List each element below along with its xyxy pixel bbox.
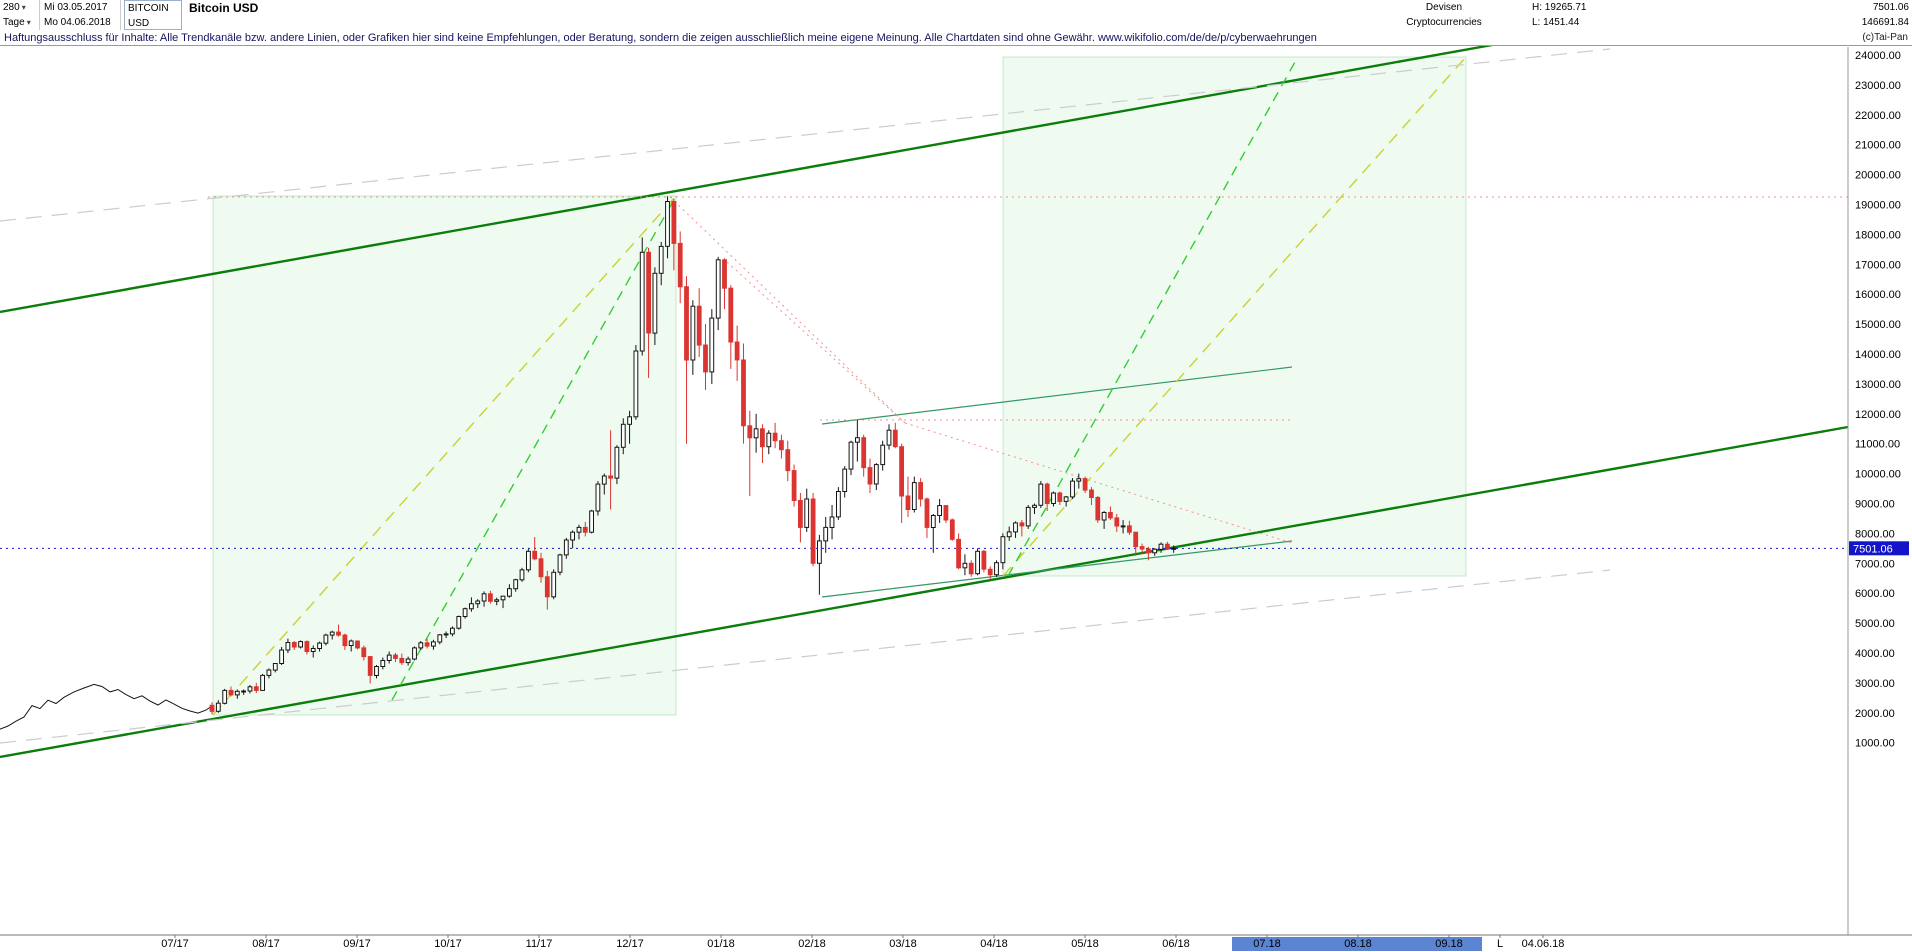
- bars-count-selector[interactable]: 280 ▾: [3, 0, 39, 15]
- price-axis: 24000.00 23000.00 22000.00 21000.00 20000.00…: [1855, 50, 1901, 750]
- category-name: Cryptocurrencies: [1406, 17, 1482, 28]
- time-tick-label: 04.06.18: [1522, 938, 1565, 950]
- gray-channel-lower: [0, 569, 1611, 744]
- time-tick-label: 12/17: [616, 938, 644, 950]
- trend-lines: [0, 38, 1849, 759]
- time-tick-label: 03/18: [889, 938, 917, 950]
- chart-header: 280 ▾ Tage ▾ Mi 03.05.2017 Mo 04.06.2018 B…: [0, 0, 1912, 31]
- projection-boxes: [212, 56, 1467, 716]
- copyright-label: (c)Tai-Pan: [1862, 32, 1908, 43]
- peak-to-mar-high-dotted: [669, 196, 906, 424]
- time-tick-label: 06/18: [1162, 938, 1190, 950]
- bars-count-value[interactable]: 280: [3, 2, 20, 13]
- svg-text:11000.00: 11000.00: [1855, 439, 1900, 451]
- category-type: Devisen: [1425, 2, 1463, 13]
- svg-text:10000.00: 10000.00: [1855, 469, 1901, 481]
- time-tick-label: 04/18: [980, 938, 1008, 950]
- svg-text:3000.00: 3000.00: [1855, 678, 1895, 690]
- period-high: H: 19265.71: [1532, 2, 1587, 13]
- date-range: Mi 03.05.2017 Mo 04.06.2018: [40, 0, 121, 30]
- time-tick-label: 08/17: [252, 938, 280, 950]
- steep-trend-2017: [391, 195, 677, 701]
- time-tick-label: 07/17: [161, 938, 189, 950]
- time-tick-label: 09/17: [343, 938, 371, 950]
- svg-text:4000.00: 4000.00: [1855, 648, 1895, 660]
- svg-text:15000.00: 15000.00: [1855, 319, 1901, 331]
- time-tick-label: 09.18: [1435, 938, 1463, 950]
- timeframe-selector[interactable]: Tage ▾: [3, 15, 39, 30]
- svg-text:18000.00: 18000.00: [1855, 229, 1901, 241]
- svg-text:9000.00: 9000.00: [1855, 499, 1895, 511]
- svg-text:1000.00: 1000.00: [1855, 738, 1895, 750]
- time-tick-label: 08.18: [1344, 938, 1372, 950]
- svg-text:24000.00: 24000.00: [1855, 50, 1901, 62]
- disclaimer-bar: Haftungsausschluss für Inhalte: Alle Tre…: [0, 30, 1912, 46]
- svg-text:12000.00: 12000.00: [1855, 409, 1901, 421]
- trend-channel-upper: [0, 38, 1521, 314]
- svg-text:16000.00: 16000.00: [1855, 289, 1901, 301]
- steep-trend-projection: [1007, 61, 1296, 577]
- high-low-block: H: 19265.71 L: 1451.44: [1532, 0, 1587, 30]
- last-price-block: 7501.06 146691.84: [1862, 0, 1909, 30]
- time-tick-label: 01/18: [707, 938, 735, 950]
- date-from: Mi 03.05.2017: [44, 2, 108, 13]
- chevron-down-icon: ▾: [26, 18, 31, 27]
- resistance-line: [821, 366, 1293, 425]
- chevron-down-icon: ▾: [21, 3, 26, 12]
- rally-diagonal-projection: [1002, 56, 1467, 577]
- volume-value: 146691.84: [1861, 17, 1909, 28]
- svg-text:13000.00: 13000.00: [1855, 379, 1901, 391]
- symbol-currency: USD: [128, 18, 150, 29]
- svg-text:21000.00: 21000.00: [1855, 140, 1901, 152]
- time-tick-label: 11/17: [526, 938, 553, 950]
- pre-history-line: [0, 683, 213, 730]
- mar-high-extension-dotted: [904, 422, 1293, 544]
- svg-text:20000.00: 20000.00: [1855, 170, 1901, 182]
- svg-text:2000.00: 2000.00: [1855, 708, 1895, 720]
- symbol-box: BITCOIN USD: [124, 0, 182, 30]
- support-line: [821, 540, 1293, 598]
- time-tick-label: 05/18: [1071, 938, 1099, 950]
- svg-text:5000.00: 5000.00: [1855, 618, 1895, 630]
- period-low: L: 1451.44: [1532, 17, 1580, 28]
- current-price-tag: [1849, 541, 1909, 556]
- svg-text:8000.00: 8000.00: [1855, 528, 1895, 540]
- svg-text:17000.00: 17000.00: [1855, 259, 1901, 271]
- trend-channel-lower: [0, 425, 1849, 759]
- svg-text:19000.00: 19000.00: [1855, 200, 1901, 212]
- jan-high-to-mar-high-dotted: [726, 261, 906, 424]
- time-tick-label: 07.18: [1253, 938, 1281, 950]
- svg-text:14000.00: 14000.00: [1855, 349, 1901, 361]
- disclaimer-text: Haftungsausschluss für Inhalte: Alle Tre…: [4, 32, 1317, 44]
- current-price-tag-value: 7501.06: [1853, 543, 1893, 555]
- candles-layer: [209, 196, 1177, 715]
- gray-channel-upper: [0, 48, 1611, 222]
- svg-text:7000.00: 7000.00: [1855, 558, 1895, 570]
- time-tick-label: 02/18: [798, 938, 826, 950]
- page-title: Bitcoin USD: [189, 1, 259, 15]
- rally-diagonal-2017: [212, 195, 677, 716]
- svg-text:6000.00: 6000.00: [1855, 588, 1895, 600]
- category-block: Devisen Cryptocurrencies: [1392, 0, 1496, 30]
- last-price: 7501.06: [1872, 2, 1909, 13]
- svg-text:23000.00: 23000.00: [1855, 80, 1901, 92]
- time-tick-label: L: [1497, 938, 1503, 950]
- period-selectors[interactable]: 280 ▾ Tage ▾: [0, 0, 40, 30]
- time-axis: 07/17 08/17 09/17 10/17 11/17 12/17 01/18 02/18…: [161, 935, 1564, 950]
- timeframe-value[interactable]: Tage: [3, 17, 25, 28]
- projection-strip: [1232, 937, 1482, 951]
- symbol-name: BITCOIN: [128, 3, 169, 14]
- time-tick-label: 10/17: [434, 938, 462, 950]
- date-to: Mo 04.06.2018: [44, 17, 111, 28]
- svg-text:22000.00: 22000.00: [1855, 110, 1901, 122]
